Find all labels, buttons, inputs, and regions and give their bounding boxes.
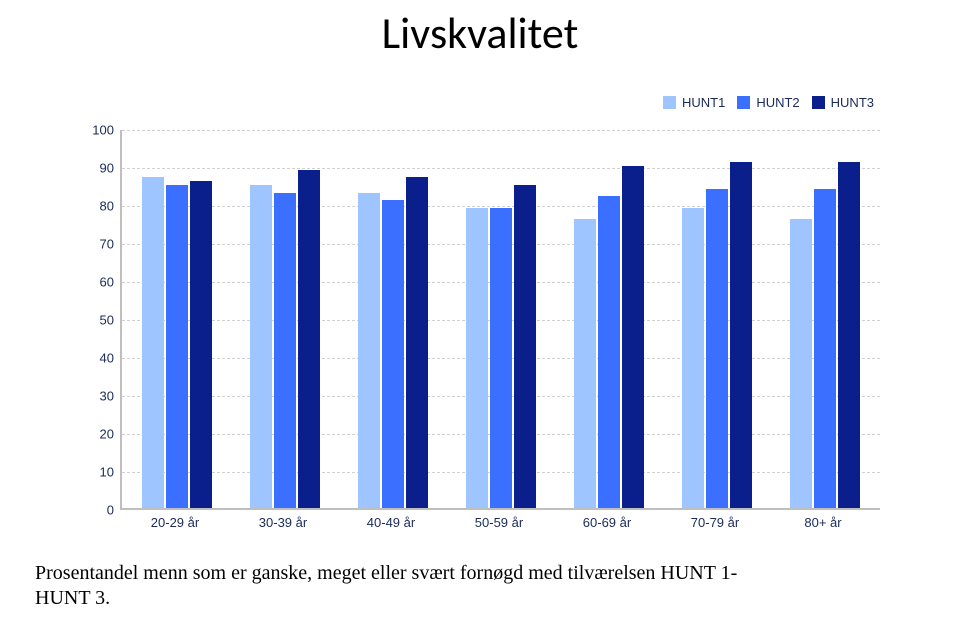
page-title: Livskvalitet: [0, 6, 960, 60]
bar: [574, 219, 596, 508]
bar-group: [250, 170, 320, 508]
caption-line1: Prosentandel menn som er ganske, meget e…: [35, 562, 737, 584]
bar: [250, 185, 272, 508]
bar: [406, 177, 428, 508]
y-tick-label: 0: [80, 503, 114, 518]
bar: [598, 196, 620, 508]
caption-line2: HUNT 3.: [35, 587, 110, 609]
caption: Prosentandel menn som er ganske, meget e…: [35, 561, 925, 611]
bar: [514, 185, 536, 508]
legend-swatch: [737, 96, 750, 109]
bar: [382, 200, 404, 508]
bar: [706, 189, 728, 508]
y-tick-label: 50: [80, 313, 114, 328]
slide: { "title": "Livskvalitet", "caption_line…: [0, 0, 960, 629]
bar: [142, 177, 164, 508]
plot-area: [120, 130, 880, 510]
bar: [466, 208, 488, 508]
bar: [190, 181, 212, 508]
x-tick-label: 60-69 år: [583, 515, 631, 530]
chart-legend: HUNT1 HUNT2 HUNT3: [663, 95, 880, 110]
bar-group: [682, 162, 752, 508]
bar-group: [358, 177, 428, 508]
bar-group: [466, 185, 536, 508]
legend-label: HUNT3: [831, 95, 874, 110]
bar-group: [790, 162, 860, 508]
legend-swatch: [663, 96, 676, 109]
bar: [730, 162, 752, 508]
bar-groups: [122, 130, 880, 508]
bar: [358, 193, 380, 508]
x-tick-label: 80+ år: [804, 515, 841, 530]
x-tick-label: 70-79 år: [691, 515, 739, 530]
x-tick-label: 40-49 år: [367, 515, 415, 530]
y-tick-label: 10: [80, 465, 114, 480]
y-tick-label: 70: [80, 237, 114, 252]
y-tick-label: 40: [80, 351, 114, 366]
x-tick-label: 20-29 år: [151, 515, 199, 530]
y-tick-label: 100: [80, 123, 114, 138]
y-tick-label: 20: [80, 427, 114, 442]
x-tick-label: 50-59 år: [475, 515, 523, 530]
y-tick-label: 60: [80, 275, 114, 290]
bar-group: [574, 166, 644, 508]
bar: [790, 219, 812, 508]
bar: [166, 185, 188, 508]
bar-group: [142, 177, 212, 508]
y-tick-label: 90: [80, 161, 114, 176]
bar: [838, 162, 860, 508]
x-tick-label: 30-39 år: [259, 515, 307, 530]
y-tick-label: 80: [80, 199, 114, 214]
legend-label: HUNT2: [756, 95, 799, 110]
bar: [622, 166, 644, 508]
legend-swatch: [812, 96, 825, 109]
bar: [274, 193, 296, 508]
bar-chart: 0102030405060708090100 20-29 år30-39 år4…: [80, 130, 880, 550]
y-tick-label: 30: [80, 389, 114, 404]
bar: [814, 189, 836, 508]
bar: [490, 208, 512, 508]
legend-label: HUNT1: [682, 95, 725, 110]
bar: [682, 208, 704, 508]
bar: [298, 170, 320, 508]
